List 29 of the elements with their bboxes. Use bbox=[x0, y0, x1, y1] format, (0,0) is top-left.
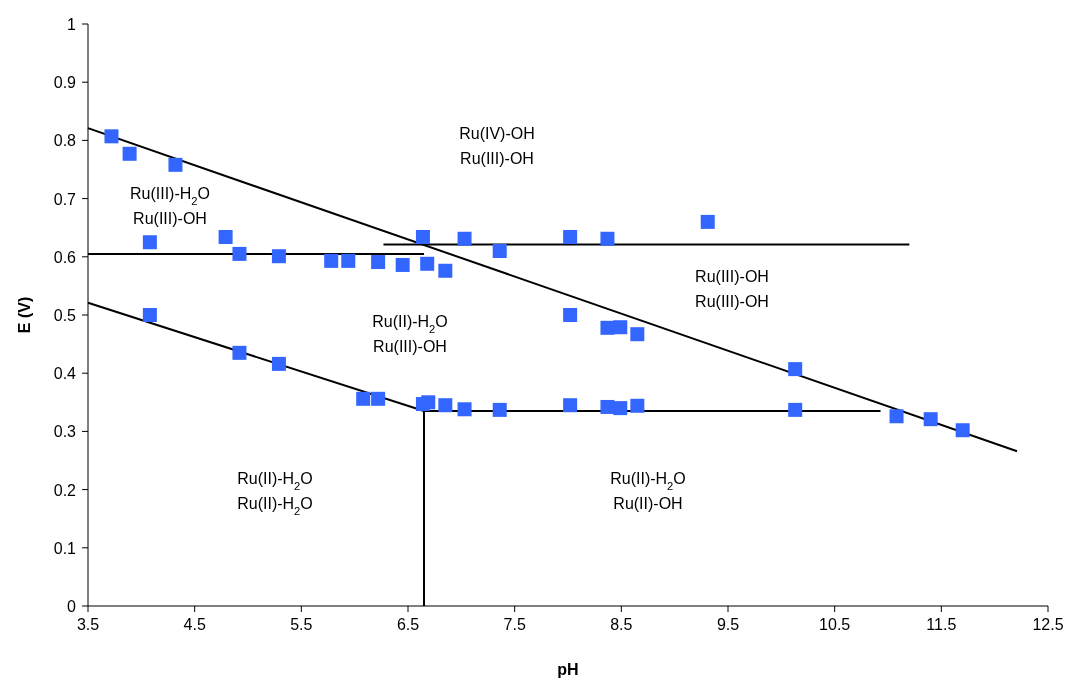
annotation: Ru(II)-H$_{2}$O Ru(III)-OH bbox=[372, 312, 448, 355]
x-tick-label: 10.5 bbox=[819, 616, 851, 633]
y-tick-label: 0.9 bbox=[53, 74, 77, 92]
annotation: Ru(II)-H$_{2}$O Ru(II)-OH bbox=[610, 469, 686, 512]
x-tick-label: 4.5 bbox=[183, 616, 206, 633]
annotation: Ru(III)-OH Ru(III)-OH bbox=[695, 267, 769, 310]
y-tick-label: 0.1 bbox=[53, 539, 77, 557]
x-axis-title: pH bbox=[557, 661, 579, 678]
annotation: Ru(II)-H$_{2}$O Ru(II)-H$_{2}$O bbox=[237, 469, 313, 517]
y-tick-label: 0.4 bbox=[53, 365, 77, 383]
y-tick-label: 0.3 bbox=[53, 423, 77, 441]
y-tick-label: 0.5 bbox=[53, 307, 77, 324]
x-tick-label: 11.5 bbox=[926, 616, 957, 633]
x-tick-label: 5.5 bbox=[290, 616, 313, 633]
y-tick-label: 1 bbox=[67, 16, 77, 33]
x-tick-label: 8.5 bbox=[610, 616, 633, 633]
annotation: Ru(IV)-OH Ru(III)-OH bbox=[459, 124, 535, 167]
annotation: Ru(III)-H$_{2}$O Ru(III)-OH bbox=[129, 184, 211, 227]
y-axis-title: E (V) bbox=[16, 296, 33, 334]
y-tick-label: 0.6 bbox=[53, 248, 77, 266]
x-tick-label: 12.5 bbox=[1032, 616, 1064, 633]
y-tick-label: 0.2 bbox=[53, 481, 77, 499]
x-tick-label: 6.5 bbox=[396, 616, 420, 633]
x-tick-label: 7.5 bbox=[503, 616, 526, 633]
y-tick-label: 0 bbox=[67, 598, 77, 615]
x-tick-label: 9.5 bbox=[716, 616, 740, 633]
x-tick-label: 3.5 bbox=[76, 616, 100, 633]
y-tick-label: 0.7 bbox=[53, 190, 77, 208]
y-tick-label: 0.8 bbox=[53, 132, 77, 150]
